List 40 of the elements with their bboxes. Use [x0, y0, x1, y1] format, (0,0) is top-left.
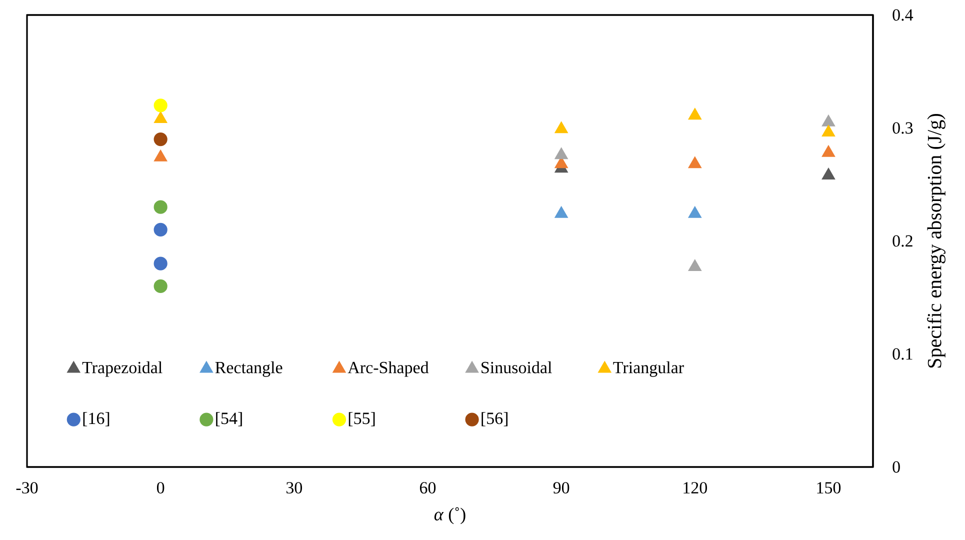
point: [554, 206, 568, 218]
x-tick-label: 60: [420, 482, 436, 494]
legend-label: Trapezoidal: [82, 361, 162, 377]
x-tick-label: -30: [16, 482, 38, 494]
point: [822, 145, 836, 157]
y-tick-label: 0.4: [892, 9, 914, 21]
x-tick-label: 0: [156, 482, 164, 494]
legend-label: Arc-Shaped: [348, 361, 429, 377]
point: [154, 200, 168, 214]
legend-label: Sinusoidal: [482, 361, 552, 374]
point: [822, 114, 836, 126]
point: [554, 148, 568, 160]
point: [154, 256, 168, 270]
x-tick-label: 90: [553, 482, 570, 494]
legend-label: [16]: [83, 412, 110, 426]
y-axis-title: Specific energy absorption (J/g): [927, 114, 946, 368]
x-tick-label: 120: [684, 482, 707, 494]
point: [154, 279, 168, 293]
point: [688, 108, 702, 120]
y-tick-label: 0: [892, 461, 900, 473]
x-axis-title: α (˚): [434, 507, 466, 524]
legend-label: [54]: [216, 412, 242, 426]
point: [554, 122, 568, 134]
point: [688, 156, 702, 168]
legend-label: [56]: [482, 412, 508, 426]
point: [822, 124, 836, 137]
x-tick-label: 150: [817, 482, 841, 494]
y-tick-label: 0.1: [892, 348, 912, 360]
point: [154, 111, 168, 123]
point: [688, 206, 702, 218]
y-tick-label: 0.3: [892, 122, 913, 134]
legend-label: [55]: [348, 412, 375, 426]
y-tick-label: 0.2: [892, 235, 912, 247]
x-tick-label: 30: [286, 482, 302, 494]
legend-label: Rectangle: [215, 361, 282, 377]
point: [822, 168, 836, 180]
point: [154, 150, 168, 162]
point: [154, 222, 168, 236]
point: [688, 259, 702, 271]
legend-label: Triangular: [613, 361, 684, 377]
